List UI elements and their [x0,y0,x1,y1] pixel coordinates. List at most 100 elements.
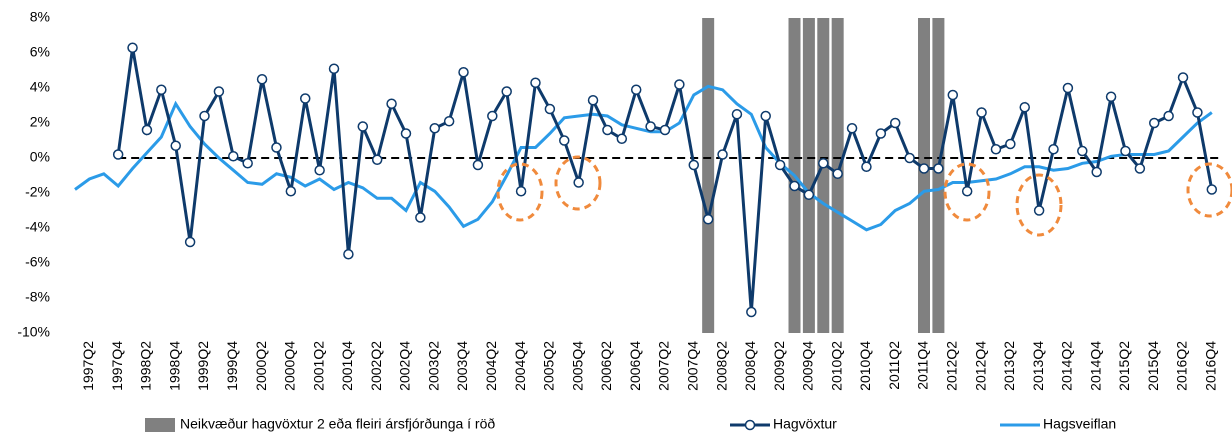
point [1206,184,1218,195]
point [299,93,311,104]
y-tick-label: -8% [25,289,50,305]
x-tick-label: 2009Q2 [771,341,787,391]
x-tick-label: 2003Q4 [454,341,470,391]
point [386,98,397,109]
series-line [74,84,1213,232]
point [674,79,685,90]
recession-bar [932,18,945,333]
point [559,135,570,146]
point [1077,145,1088,157]
highlight [1186,162,1232,218]
legend-marker [744,419,756,431]
x-tick-label: 2011Q4 [915,341,931,390]
point [156,84,167,95]
point [184,236,196,248]
point [832,168,843,179]
recession-bar [702,18,715,333]
y-tick-label: 0% [30,149,50,165]
legend-swatch [145,418,175,432]
x-tick-label: 1998Q2 [138,341,154,391]
x-tick-label: 2008Q4 [742,341,758,391]
y-tick-label: -6% [25,254,50,270]
point [1048,144,1059,155]
point [1134,163,1146,174]
point [472,159,484,171]
point [443,116,455,127]
x-tick-label: 2015Q2 [1116,341,1132,391]
point [717,149,728,160]
x-tick-label: 2004Q2 [483,341,499,391]
point [616,133,628,144]
recession-bar [802,18,815,333]
point [357,121,369,132]
highlight [496,162,544,222]
point [314,165,325,176]
point [343,249,354,260]
point [933,163,944,174]
point [774,159,786,171]
point [256,74,268,85]
point [1149,117,1160,129]
point [1062,82,1074,94]
x-tick-label: 2014Q4 [1087,341,1103,391]
point [1177,72,1189,83]
point [285,186,297,197]
point [1091,166,1102,178]
x-tick-label: 2002Q2 [368,341,384,391]
point [918,163,930,174]
legend-label: Hagvöxtur [773,416,837,432]
highlight [943,162,991,222]
x-tick-label: 1997Q4 [109,341,125,391]
point [141,124,153,136]
point [990,144,1002,155]
y-tick-label: 6% [30,44,50,60]
point [630,84,642,95]
point [127,42,138,53]
x-tick-label: 2004Q4 [512,341,528,391]
point [371,154,383,165]
point [1019,102,1030,113]
x-tick-label: 2007Q4 [684,341,700,391]
highlight-circles [496,155,1232,237]
point [602,124,613,136]
x-tick-label: 1998Q4 [166,341,182,391]
y-tick-label: 4% [30,79,50,95]
point [1005,138,1016,150]
point [846,123,858,134]
point [271,142,282,153]
x-tick-label: 2015Q4 [1145,341,1161,391]
recession-bar [817,18,830,333]
legend-label: Hagsveiflan [1043,416,1116,432]
x-tick-label: 2005Q2 [541,341,557,391]
x-tick-label: 2016Q2 [1174,341,1190,391]
x-tick-label: 2009Q4 [800,341,816,391]
point [875,128,887,139]
point [889,117,901,129]
x-tick-label: 2016Q4 [1203,341,1219,391]
series-line [116,47,1214,313]
point [587,95,599,106]
x-tick-label: 2005Q4 [569,341,585,391]
point [731,109,743,120]
x-tick-label: 2010Q2 [828,341,844,391]
point [904,152,915,164]
point [199,110,210,122]
point [400,128,412,139]
point [803,189,815,200]
point [544,103,556,115]
point [1105,91,1117,102]
point [789,180,800,192]
point [458,67,469,78]
x-tick-label: 2010Q4 [857,341,873,391]
point [415,212,426,223]
point [112,149,124,160]
x-tick-label: 2001Q2 [310,341,326,391]
highlight [1015,173,1063,237]
point [242,158,253,169]
point [947,89,959,101]
point [1192,107,1203,118]
point [573,177,584,188]
x-tick-label: 2003Q2 [425,341,441,391]
x-tick-label: 1997Q2 [80,341,96,391]
